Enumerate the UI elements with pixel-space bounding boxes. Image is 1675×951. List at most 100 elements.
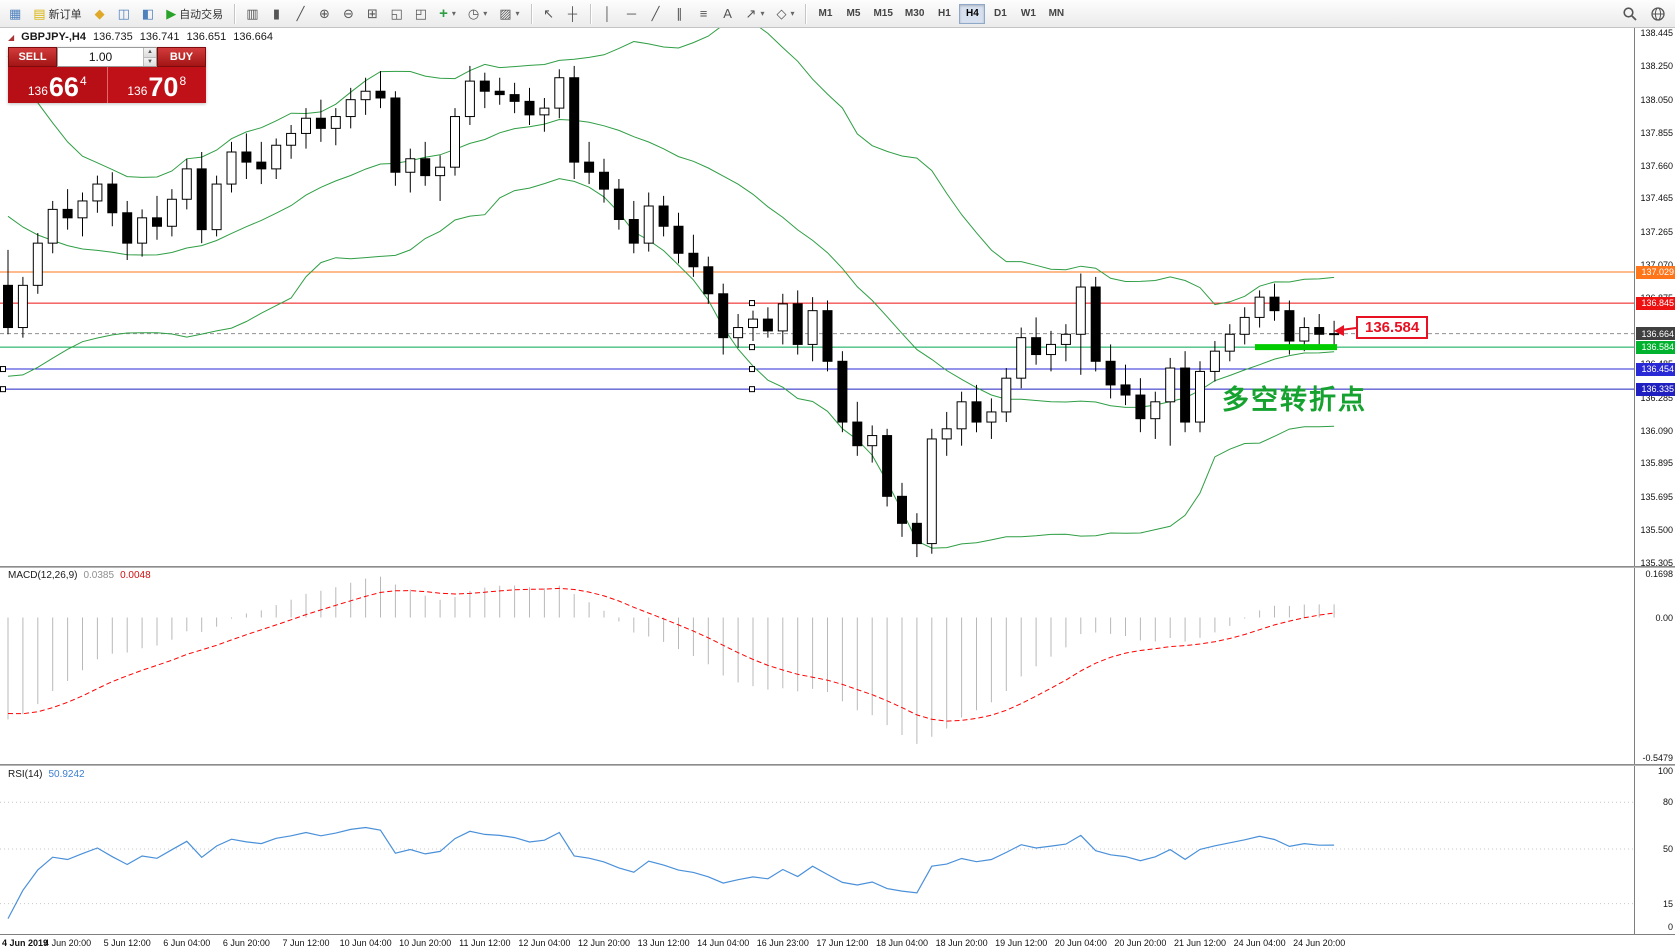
volume-value[interactable]: 1.00 xyxy=(88,50,113,64)
volume-up-button[interactable]: ▲ xyxy=(143,48,156,57)
time-tick: 12 Jun 20:00 xyxy=(577,938,631,948)
price-tick: 135.695 xyxy=(1640,492,1673,503)
ohlc-high: 136.741 xyxy=(139,31,180,43)
macd-tick: -0.5479 xyxy=(1642,753,1673,763)
timeframe-mn[interactable]: MN xyxy=(1048,8,1065,19)
auto-scroll-icon[interactable]: ◱ xyxy=(385,3,407,25)
equidistant-channel-icon[interactable]: ∥ xyxy=(669,3,691,25)
macd-name: MACD(12,26,9) xyxy=(8,570,78,581)
price-tick: 135.500 xyxy=(1640,525,1673,536)
market-watch-icon[interactable]: ◫ xyxy=(113,3,135,25)
timeframe-m5[interactable]: M5 xyxy=(846,8,861,19)
price-tick: 138.050 xyxy=(1640,94,1673,105)
buy-price-sup: 8 xyxy=(179,74,187,88)
time-tick: 5 Jun 12:00 xyxy=(103,938,151,948)
sell-price-prefix: 136 xyxy=(27,84,48,98)
indicators-icon[interactable]: + ▾ xyxy=(434,3,461,25)
crosshair-icon[interactable]: ┼ xyxy=(562,3,584,25)
price-tick: 137.265 xyxy=(1640,227,1673,238)
time-axis[interactable]: 4 Jun 2019 4 Jun 20:00 5 Jun 12:00 6 Jun 04… xyxy=(0,934,1675,951)
one-click-trading-panel: SELL 1.00 ▲ ▼ BUY 136 66 4 136 70 8 xyxy=(8,47,206,103)
main-chart-canvas[interactable] xyxy=(0,28,1634,566)
timeframe-m30[interactable]: M30 xyxy=(904,8,925,19)
sell-button[interactable]: SELL xyxy=(8,47,57,67)
new-order-button[interactable]: ▤ 新订单 xyxy=(28,3,86,25)
ohlc-close: 136.664 xyxy=(233,31,274,43)
trendline-icon: ╱ xyxy=(651,6,660,21)
price-axis[interactable]: 138.445 138.250 138.050 137.855 137.660 137.4… xyxy=(1634,28,1675,934)
rsi-tick: 50 xyxy=(1662,844,1673,854)
time-tick: 6 Jun 04:00 xyxy=(163,938,211,948)
vertical-line-icon[interactable]: │ xyxy=(597,3,619,25)
rsi-panel-divider[interactable] xyxy=(0,764,1675,766)
macd-canvas[interactable] xyxy=(0,568,1634,764)
buy-price-prefix: 136 xyxy=(127,84,148,98)
data-window-icon[interactable]: ◧ xyxy=(137,3,159,25)
sell-price-sup: 4 xyxy=(79,74,87,88)
tile-windows-icon[interactable]: ⊞ xyxy=(361,3,383,25)
price-callout[interactable]: 136.584 xyxy=(1356,316,1429,339)
rsi-tick: 15 xyxy=(1662,898,1673,909)
sell-price-big: 66 xyxy=(48,72,79,102)
arrow-objects-icon: ↗ xyxy=(745,6,757,21)
cursor-icon[interactable]: ↖ xyxy=(538,3,560,25)
autotrade-button[interactable]: ▶ 自动交易 xyxy=(161,3,228,25)
price-tick: 138.445 xyxy=(1640,28,1673,38)
trendline-icon[interactable]: ╱ xyxy=(645,3,667,25)
buy-price-big: 70 xyxy=(148,72,179,102)
price-badge-current-price: 136.664 xyxy=(1636,327,1675,341)
buy-price[interactable]: 136 70 8 xyxy=(107,67,206,103)
chart-shift-icon[interactable]: ◰ xyxy=(410,3,432,25)
arrow-objects-icon[interactable]: ↗ ▾ xyxy=(741,3,770,25)
data-window-icon: ◧ xyxy=(141,6,155,21)
toolbar-separator xyxy=(589,3,591,24)
periods-icon: ◷ xyxy=(467,6,480,21)
sell-price[interactable]: 136 66 4 xyxy=(8,67,108,103)
timeframe-d1[interactable]: D1 xyxy=(993,8,1007,19)
community-icon[interactable] xyxy=(1645,3,1671,25)
volume-stepper[interactable]: 1.00 ▲ ▼ xyxy=(57,47,157,67)
periods-icon-caret: ▾ xyxy=(483,9,488,18)
price-tick: 135.895 xyxy=(1640,458,1673,469)
timeframe-h4[interactable]: H4 xyxy=(959,3,986,24)
favorites-icon[interactable]: ◆ xyxy=(89,3,111,25)
fibonacci-icon[interactable]: ≡ xyxy=(693,3,715,25)
rsi-label: RSI(14) 50.9242 xyxy=(8,769,85,780)
time-tick: 19 Jun 12:00 xyxy=(995,938,1048,948)
zoom-out-icon[interactable]: ⊖ xyxy=(337,3,359,25)
horizontal-line-icon[interactable]: ─ xyxy=(621,3,643,25)
rsi-tick: 0 xyxy=(1667,922,1673,932)
new-order-icon: ▤ xyxy=(33,6,46,21)
chart-window-icon[interactable]: ▦ xyxy=(4,3,26,25)
time-tick: 24 Jun 04:00 xyxy=(1233,938,1286,948)
timeframe-w1[interactable]: W1 xyxy=(1020,8,1036,19)
community-icon xyxy=(1651,6,1665,21)
macd-label: MACD(12,26,9) 0.0385 0.0048 xyxy=(8,570,151,581)
periods-icon[interactable]: ◷ ▾ xyxy=(463,3,492,25)
timeframe-h1[interactable]: H1 xyxy=(937,8,951,19)
candlestick-chart-icon[interactable]: ▮ xyxy=(265,3,287,25)
timeframe-m15[interactable]: M15 xyxy=(873,8,893,19)
macd-panel-divider[interactable] xyxy=(0,566,1675,568)
templates-icon[interactable]: ▨ ▾ xyxy=(494,3,524,25)
bar-chart-icon[interactable]: ▥ xyxy=(241,3,263,25)
rsi-value: 50.9242 xyxy=(48,769,85,780)
search-icon[interactable] xyxy=(1617,3,1643,25)
zoom-in-icon[interactable]: ⊕ xyxy=(313,3,335,25)
line-chart-icon[interactable]: ╱ xyxy=(289,3,311,25)
timeframe-m1[interactable]: M1 xyxy=(818,8,833,19)
buy-button[interactable]: BUY xyxy=(157,47,206,67)
shapes-icon[interactable]: ◇ ▾ xyxy=(771,3,799,25)
bar-chart-icon: ▥ xyxy=(246,6,259,21)
price-tick: 136.090 xyxy=(1640,425,1673,436)
time-tick: 14 Jun 04:00 xyxy=(697,938,750,948)
volume-down-button[interactable]: ▼ xyxy=(143,56,156,66)
market-watch-icon: ◫ xyxy=(117,6,130,21)
new-order-button-label: 新订单 xyxy=(48,8,82,21)
price-tick: 137.855 xyxy=(1640,127,1673,138)
chart-marker-icon: ◢ xyxy=(8,32,15,42)
time-tick: 4 Jun 2019 xyxy=(2,938,49,948)
rsi-tick: 100 xyxy=(1657,766,1673,776)
rsi-canvas[interactable] xyxy=(0,766,1634,932)
text-label-icon[interactable]: A xyxy=(717,3,739,25)
